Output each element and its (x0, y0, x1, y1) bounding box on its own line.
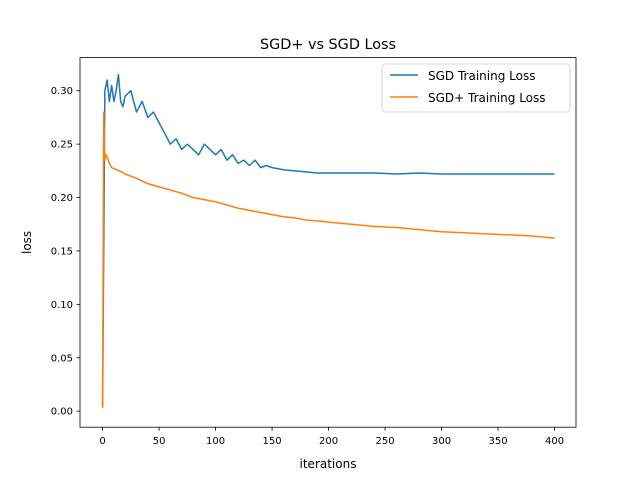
y-tick-label: 0.15 (51, 246, 73, 257)
legend-box (381, 63, 571, 113)
y-tick-label: 0.25 (51, 140, 73, 151)
plot-frame (79, 57, 577, 428)
y-tick-label: 0.05 (51, 353, 73, 364)
x-tick-label: 50 (153, 436, 166, 447)
x-tick-label: 250 (376, 436, 395, 447)
x-tick-label: 200 (319, 436, 338, 447)
x-tick-label: 150 (263, 436, 282, 447)
y-tick-label: 0.30 (51, 86, 73, 97)
x-tick-label: 350 (488, 436, 507, 447)
x-tick-label: 400 (545, 436, 564, 447)
x-tick-label: 0 (99, 436, 105, 447)
y-axis-label: loss (20, 231, 34, 254)
legend-label-sgd-plus: SGD+ Training Loss (428, 91, 546, 105)
x-tick-label: 300 (432, 436, 451, 447)
legend: SGD Training Loss SGD+ Training Loss (381, 63, 571, 113)
y-tick-label: 0.20 (51, 193, 73, 204)
series-line-sgd-plus (101, 111, 555, 408)
x-axis: 0 50 100 150 200 250 300 350 400 (99, 427, 564, 447)
series-layer (101, 73, 555, 408)
chart-title: SGD+ vs SGD Loss (260, 37, 396, 53)
series-line-sgd (101, 73, 555, 406)
x-tick-label: 100 (206, 436, 225, 447)
x-axis-label: iterations (300, 457, 357, 471)
y-axis: 0.00 0.05 0.10 0.15 0.20 0.25 0.30 (51, 86, 80, 418)
legend-label-sgd: SGD Training Loss (428, 69, 535, 83)
y-tick-label: 0.10 (51, 300, 73, 311)
y-tick-label: 0.00 (51, 407, 73, 418)
